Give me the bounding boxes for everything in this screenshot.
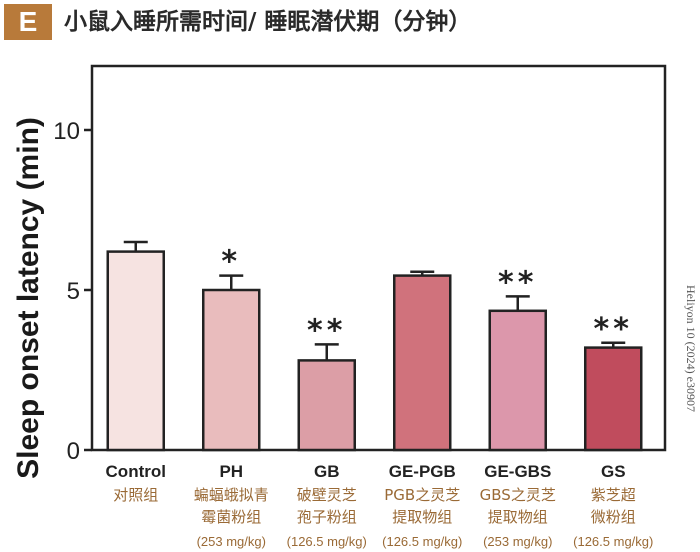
- bars: *******: [106, 240, 643, 452]
- x-tick-label: GE-PGB: [389, 462, 456, 481]
- y-tick-label: 10: [53, 118, 80, 145]
- category-description: 蝙蝠蛾拟青: [194, 486, 269, 504]
- source-note: Heliyon 10 (2024) e30907: [684, 285, 698, 412]
- significance-marker: **: [594, 312, 633, 347]
- x-tick-label: GB: [314, 462, 340, 481]
- y-axis-label: Sleep onset latency (min): [12, 117, 45, 479]
- bar-gb: [297, 359, 356, 452]
- significance-marker: **: [498, 265, 537, 300]
- dose-label: (253 mg/kg): [483, 534, 552, 549]
- category-description: PGB之灵芝: [384, 486, 460, 504]
- y-tick-label: 0: [67, 438, 80, 465]
- category-description: 对照组: [113, 486, 158, 504]
- dose-label: (126.5 mg/kg): [287, 534, 367, 549]
- panel-label: E: [4, 4, 52, 40]
- bar-ge-gbs: [488, 309, 547, 452]
- dose-label: (126.5 mg/kg): [573, 534, 653, 549]
- bar-ph: [202, 288, 261, 452]
- x-tick-label: Control: [106, 462, 166, 481]
- category-description: GBS之灵芝: [480, 486, 556, 504]
- category-description: 霉菌粉组: [201, 508, 261, 526]
- significance-marker: *: [221, 245, 241, 280]
- bar-control: [106, 250, 165, 452]
- category-description: 紫芝超: [591, 486, 636, 504]
- category-description: 提取物组: [488, 508, 548, 526]
- x-tick-label: PH: [219, 462, 243, 481]
- significance-marker: **: [307, 313, 346, 348]
- dose-label: (126.5 mg/kg): [382, 534, 462, 549]
- y-tick-label: 5: [67, 278, 80, 305]
- dose-label: (253 mg/kg): [197, 534, 266, 549]
- axes: 0 5 10 Sleep onset latency (min): [12, 64, 667, 479]
- x-tick-label: GS: [601, 462, 626, 481]
- category-description: 破壁灵芝: [297, 486, 357, 504]
- chart-title: 小鼠入睡所需时间/ 睡眠潜伏期（分钟）: [64, 9, 472, 35]
- x-tick-label: GE-GBS: [484, 462, 551, 481]
- category-description: 微粉组: [591, 508, 636, 526]
- bar-gs: [584, 346, 643, 452]
- bar-ge-pgb: [393, 274, 452, 452]
- category-description: 提取物组: [392, 508, 452, 526]
- category-description: 孢子粉组: [297, 508, 357, 526]
- plot-frame: [90, 64, 667, 452]
